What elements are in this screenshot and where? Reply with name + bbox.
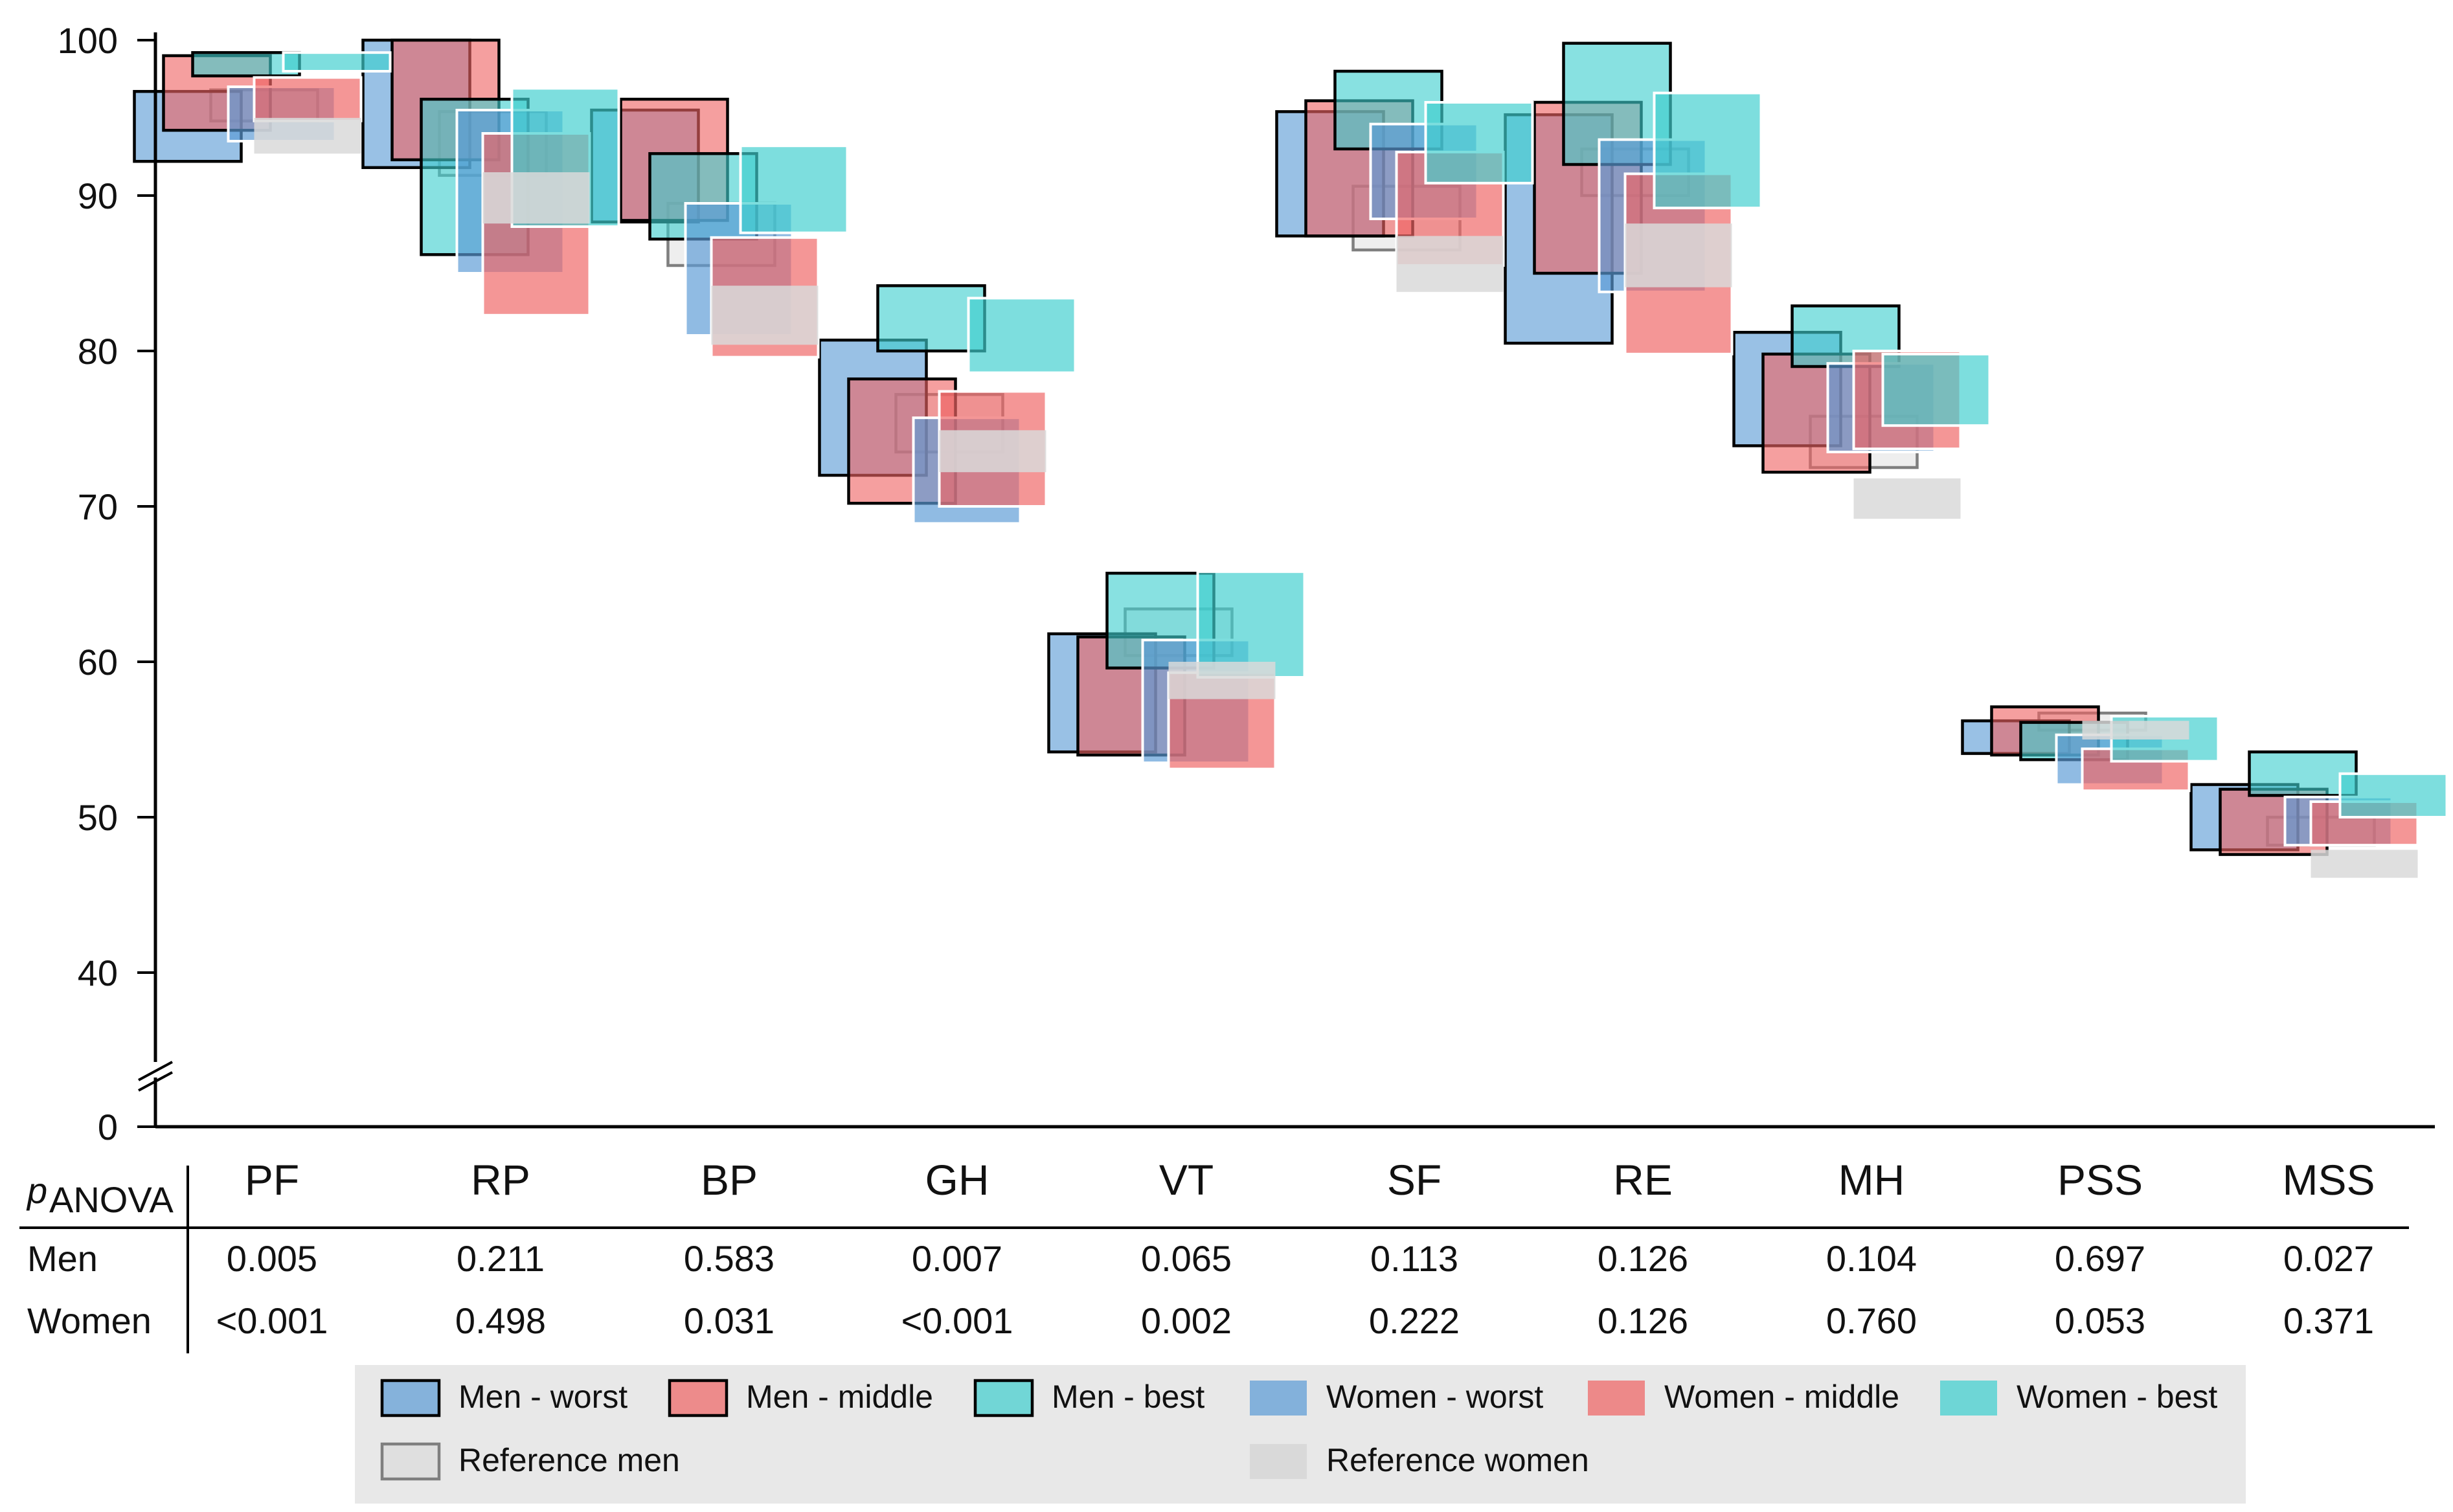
table-cell: 0.053 bbox=[2055, 1300, 2145, 1341]
table-cell: 0.697 bbox=[2055, 1238, 2145, 1279]
box-reference-women-pss bbox=[2082, 721, 2189, 739]
legend-label: Men - worst bbox=[458, 1379, 627, 1415]
plot-area bbox=[133, 38, 2448, 878]
legend-label: Women - worst bbox=[1326, 1379, 1543, 1415]
box-reference-women-mss bbox=[2311, 850, 2418, 878]
box-women-best-bp bbox=[739, 144, 849, 234]
box-women-best-re bbox=[1653, 91, 1763, 210]
table-cell: 0.126 bbox=[1598, 1300, 1688, 1341]
box-men-best-mss bbox=[2248, 750, 2358, 797]
y-tick-label: 100 bbox=[58, 20, 118, 61]
table-cell: 0.126 bbox=[1598, 1238, 1688, 1279]
table-header-subscript: ANOVA bbox=[49, 1179, 174, 1220]
legend-label: Women - middle bbox=[1664, 1379, 1899, 1415]
legend-swatch-reference-women bbox=[1250, 1444, 1307, 1479]
box-women-middle-pf bbox=[253, 76, 363, 122]
table-cell: 0.007 bbox=[912, 1238, 1002, 1279]
table-cell: 0.211 bbox=[457, 1238, 545, 1279]
legend-label: Men - middle bbox=[746, 1379, 933, 1415]
table-cell: 0.027 bbox=[2283, 1238, 2374, 1279]
y-tick-label: 90 bbox=[78, 175, 118, 216]
legend-swatch-reference-men bbox=[380, 1442, 441, 1481]
box-reference-women-vt bbox=[1168, 662, 1276, 699]
category-label: BP bbox=[701, 1156, 758, 1204]
legend-label: Women - best bbox=[2017, 1379, 2217, 1415]
y-tick-label: 70 bbox=[78, 486, 118, 527]
p-anova-table: p ANOVA Men 0.005 0.211 0.583 0.007 0.065 0.113 0… bbox=[19, 1166, 2409, 1353]
y-tick-label: 60 bbox=[78, 642, 118, 683]
category-label: RE bbox=[1613, 1156, 1673, 1204]
y-axis-ticks: 100 90 80 70 60 50 40 0 bbox=[58, 20, 155, 1147]
legend-swatch-men-best bbox=[973, 1379, 1034, 1417]
box-reference-women-re bbox=[1625, 223, 1732, 288]
box-women-best-sf bbox=[1424, 101, 1534, 185]
table-cell: 0.222 bbox=[1369, 1300, 1460, 1341]
legend-swatch-women-worst bbox=[1250, 1381, 1307, 1416]
legend-swatch-men-worst bbox=[380, 1379, 441, 1417]
legend-swatch-men-middle bbox=[668, 1379, 729, 1417]
box-women-best-mh bbox=[1881, 352, 1991, 427]
table-cell: 0.760 bbox=[1826, 1300, 1917, 1341]
axis-break-mark bbox=[138, 1071, 173, 1092]
table-cell: 0.113 bbox=[1370, 1238, 1458, 1279]
table-cell: 0.065 bbox=[1141, 1238, 1232, 1279]
box-reference-women-rp bbox=[482, 172, 590, 224]
table-cell: <0.001 bbox=[901, 1300, 1013, 1341]
box-women-best-pf bbox=[282, 51, 392, 73]
legend: Men - worst Men - middle Men - best Women -… bbox=[355, 1365, 2246, 1504]
table-cell: 0.104 bbox=[1826, 1238, 1917, 1279]
legend-label: Reference men bbox=[458, 1442, 680, 1478]
y-tick-label: 0 bbox=[98, 1107, 118, 1147]
y-tick-label: 40 bbox=[78, 953, 118, 993]
category-label: MH bbox=[1838, 1156, 1905, 1204]
legend-label: Reference women bbox=[1326, 1442, 1589, 1478]
legend-label: Men - best bbox=[1052, 1379, 1204, 1415]
category-label: GH bbox=[925, 1156, 989, 1204]
box-women-best-mss bbox=[2338, 772, 2448, 819]
category-label: PF bbox=[245, 1156, 299, 1204]
category-label: PSS bbox=[2057, 1156, 2143, 1204]
category-label: RP bbox=[471, 1156, 530, 1204]
box-reference-women-mh bbox=[1853, 478, 1961, 519]
table-header-p: p bbox=[26, 1170, 47, 1211]
box-reference-women-pf bbox=[254, 118, 361, 154]
y-tick-label: 50 bbox=[78, 797, 118, 838]
box-women-best-gh bbox=[967, 297, 1077, 374]
table-cell: 0.031 bbox=[684, 1300, 774, 1341]
table-cell: 0.498 bbox=[455, 1300, 546, 1341]
table-row-label: Women bbox=[27, 1300, 152, 1341]
legend-swatch-women-best bbox=[1940, 1381, 1997, 1416]
box-women-best-vt bbox=[1196, 570, 1306, 679]
category-label: SF bbox=[1387, 1156, 1441, 1204]
table-cell: 0.005 bbox=[227, 1238, 317, 1279]
y-tick-label: 80 bbox=[78, 331, 118, 372]
box-men-best-pf bbox=[191, 51, 301, 78]
table-cell: 0.002 bbox=[1141, 1300, 1232, 1341]
table-cell: <0.001 bbox=[216, 1300, 328, 1341]
axes bbox=[138, 32, 2435, 1129]
table-cell: 0.583 bbox=[684, 1238, 774, 1279]
axis-break-mark bbox=[138, 1061, 173, 1081]
box-reference-women-sf bbox=[1396, 236, 1504, 292]
table-row-label: Men bbox=[27, 1238, 98, 1279]
category-label: VT bbox=[1159, 1156, 1214, 1204]
table-cell: 0.371 bbox=[2283, 1300, 2374, 1341]
box-reference-women-bp bbox=[711, 286, 819, 345]
category-labels: PF RP BP GH VT SF RE MH PSS MSS bbox=[245, 1156, 2375, 1204]
category-label: MSS bbox=[2282, 1156, 2375, 1204]
box-reference-women-gh bbox=[939, 430, 1046, 473]
legend-swatch-women-middle bbox=[1588, 1381, 1645, 1416]
